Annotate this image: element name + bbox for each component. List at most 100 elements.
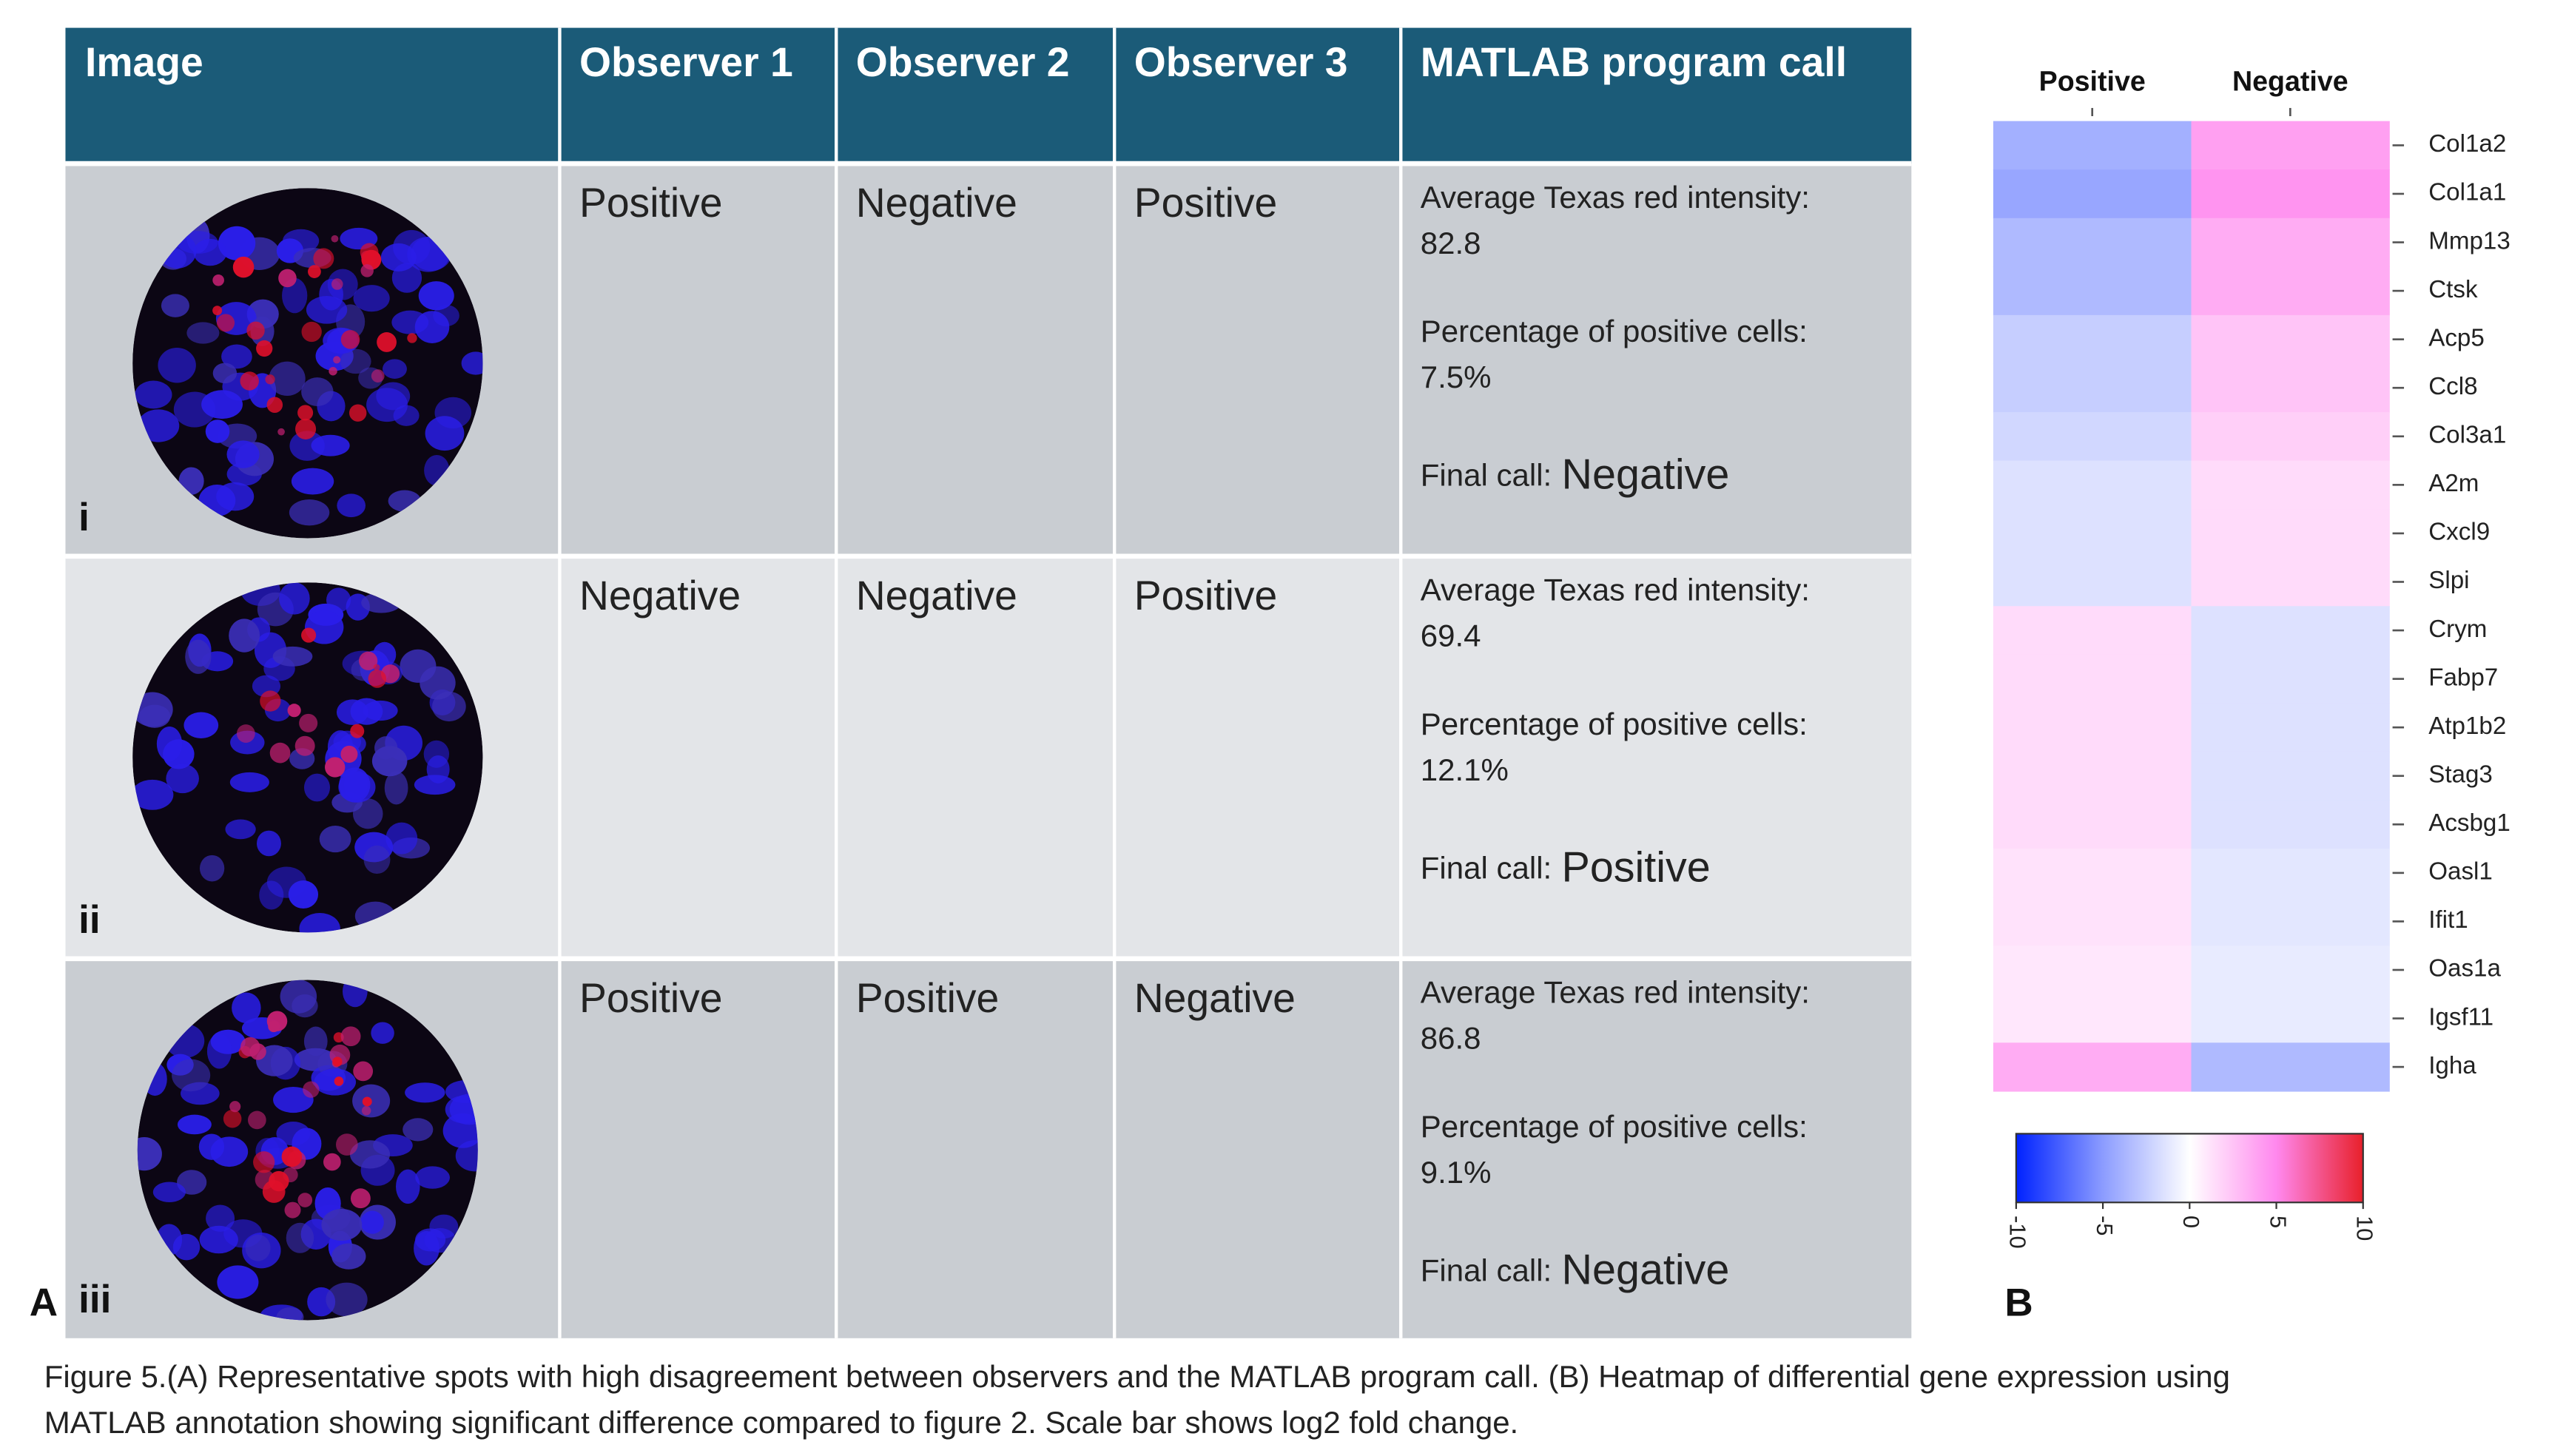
red-signal (297, 1193, 313, 1207)
heatmap-cell (1993, 654, 2192, 704)
heatmap-cell (2191, 703, 2390, 752)
red-signal (332, 1056, 343, 1067)
gene-label: Atp1b2 (2428, 712, 2506, 740)
nucleus (276, 1307, 304, 1321)
red-signal (329, 367, 337, 376)
heatmap-cell (1993, 606, 2192, 655)
nucleus (210, 1136, 249, 1167)
red-signal (229, 1101, 241, 1113)
nucleus (363, 700, 398, 721)
colorbar-tick-label: 0 (2178, 1216, 2204, 1228)
gene-label: Igsf11 (2428, 1003, 2493, 1031)
red-signal (297, 405, 314, 421)
red-signal (212, 306, 223, 316)
nucleus (226, 440, 260, 468)
caption-line: Figure 5.(A) Representative spots with h… (44, 1359, 2230, 1394)
observer-call: Positive (1134, 180, 1278, 226)
nucleus (366, 388, 408, 422)
column-label: Positive (2039, 66, 2146, 97)
heatmap-cell (2191, 994, 2390, 1043)
red-signal (269, 1170, 289, 1192)
heatmap-cell (2191, 654, 2390, 704)
final-value: Negative (1561, 451, 1729, 499)
heatmap-cell (2191, 946, 2390, 995)
red-signal (268, 1020, 280, 1033)
colorbar (2015, 1133, 2364, 1204)
heatmap-cell (2191, 412, 2390, 462)
heatmap-cell (2191, 849, 2390, 898)
nucleus (135, 380, 172, 409)
header-cell: MATLAB program call (1421, 39, 1847, 85)
intensity-value: 82.8 (1421, 226, 1481, 260)
percentage-value: 12.1% (1421, 752, 1509, 787)
nucleus (158, 348, 196, 383)
nucleus (382, 359, 407, 379)
nucleus (289, 431, 325, 461)
red-signal (335, 1133, 358, 1156)
colorbar-tick-label: 10 (2352, 1216, 2378, 1241)
nucleus (393, 229, 431, 265)
nucleus (403, 1118, 434, 1142)
colorbar-tick-label: -10 (2005, 1216, 2031, 1249)
red-signal (313, 248, 334, 269)
heatmap-cell (1993, 363, 2192, 413)
red-signal (407, 333, 417, 343)
heatmap-cell (2191, 218, 2390, 267)
heatmap-cell (2191, 363, 2390, 413)
red-signal (287, 704, 301, 718)
final-call: Final call: Negative (1421, 451, 1730, 499)
red-signal (253, 1151, 275, 1173)
final-call: Final call: Negative (1421, 1247, 1730, 1294)
gene-label: Oas1a (2428, 955, 2501, 983)
nucleus (132, 779, 174, 810)
red-signal (340, 745, 358, 763)
red-signal (232, 256, 255, 278)
final-label: Final call: (1421, 850, 1552, 885)
gene-label: Col1a1 (2428, 179, 2506, 206)
nucleus (225, 819, 256, 840)
heatmap-cell (2191, 606, 2390, 655)
heatmap-cell (1993, 314, 2192, 365)
colorbar-tick-label: -5 (2092, 1216, 2118, 1236)
heatmap-cell (1993, 946, 2192, 995)
nucleus (385, 822, 418, 855)
nucleus (425, 416, 465, 451)
nucleus (172, 1059, 211, 1092)
red-signal (256, 340, 273, 357)
red-signal (360, 243, 379, 262)
nucleus (292, 994, 318, 1018)
nucleus (418, 281, 454, 311)
heatmap-cell (2191, 314, 2390, 365)
heatmap-cell (1993, 849, 2192, 898)
gene-label: Acp5 (2428, 324, 2485, 351)
red-signal (269, 742, 291, 764)
nucleus (272, 646, 313, 667)
percentage-value: 7.5% (1421, 360, 1492, 394)
percentage-label: Percentage of positive cells: (1421, 1109, 1808, 1144)
heatmap-cell (1993, 703, 2192, 752)
red-signal (350, 724, 365, 738)
heatmap-cell (2191, 897, 2390, 946)
nucleus (360, 1210, 384, 1234)
gene-label: Acsbg1 (2428, 809, 2511, 837)
nucleus (374, 736, 398, 760)
nucleus (331, 1243, 366, 1270)
heatmap-cell (2191, 266, 2390, 316)
nucleus (173, 391, 216, 428)
red-signal (240, 371, 259, 391)
nucleus (291, 468, 334, 495)
heatmap-cell (1993, 557, 2192, 607)
gene-label: Mmp13 (2428, 227, 2511, 255)
nucleus (137, 409, 180, 442)
nucleus (414, 311, 450, 343)
heatmap-cell (1993, 994, 2192, 1043)
intensity-value: 86.8 (1421, 1020, 1481, 1055)
nucleus (405, 1082, 445, 1103)
heatmap-cell (2191, 751, 2390, 801)
nucleus (185, 639, 212, 674)
gene-label: Cxcl9 (2428, 519, 2490, 546)
red-signal (216, 314, 235, 332)
nucleus (161, 294, 189, 317)
red-signal (325, 757, 346, 778)
red-signal (240, 1037, 260, 1057)
